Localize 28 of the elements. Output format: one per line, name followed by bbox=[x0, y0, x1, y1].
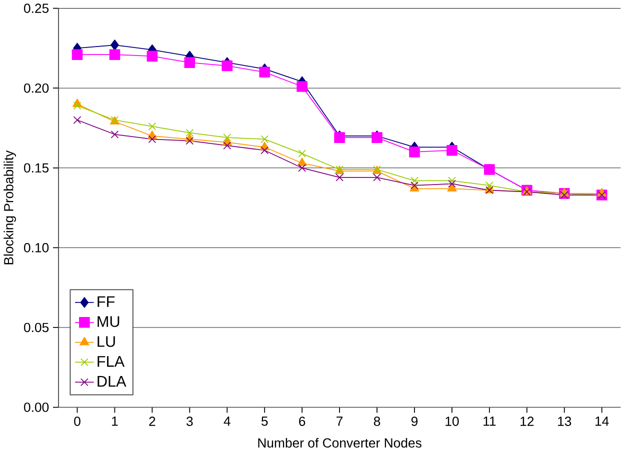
x-tick-label: 13 bbox=[558, 416, 572, 426]
x-tick-label: 12 bbox=[520, 416, 534, 426]
y-tick-label: 0.05 bbox=[24, 322, 49, 332]
legend-label: MU bbox=[98, 316, 120, 327]
x-tick-label: 2 bbox=[149, 416, 156, 426]
legend-label: FLA bbox=[98, 356, 125, 367]
x-tick-label: 7 bbox=[336, 416, 343, 426]
x-tick-label: 11 bbox=[484, 416, 496, 426]
x-tick-label: 8 bbox=[374, 416, 380, 426]
y-tick-label: 0.00 bbox=[24, 402, 49, 412]
x-tick-label: 14 bbox=[596, 416, 609, 426]
y-tick-label: 0.20 bbox=[24, 83, 49, 93]
x-tick-label: 5 bbox=[261, 416, 268, 426]
y-tick-label: 0.15 bbox=[24, 163, 49, 172]
y-tick-label: 0.25 bbox=[24, 4, 49, 13]
x-tick-label: 3 bbox=[186, 416, 193, 426]
legend-label: LU bbox=[98, 336, 115, 347]
y-tick-label: 0.10 bbox=[24, 242, 49, 252]
x-tick-label: 10 bbox=[446, 416, 459, 426]
x-tick-label: 4 bbox=[224, 416, 230, 426]
x-tick-label: 9 bbox=[411, 416, 418, 426]
x-tick-label: 6 bbox=[299, 416, 306, 426]
x-tick-label: 0 bbox=[74, 416, 80, 426]
legend-label: DLA bbox=[98, 376, 126, 386]
legend-label: FF bbox=[98, 296, 115, 307]
y-axis-title: Blocking Probability bbox=[4, 150, 16, 264]
x-tick-label: 1 bbox=[112, 416, 118, 426]
x-axis-title: Number of Converter Nodes bbox=[258, 438, 422, 448]
